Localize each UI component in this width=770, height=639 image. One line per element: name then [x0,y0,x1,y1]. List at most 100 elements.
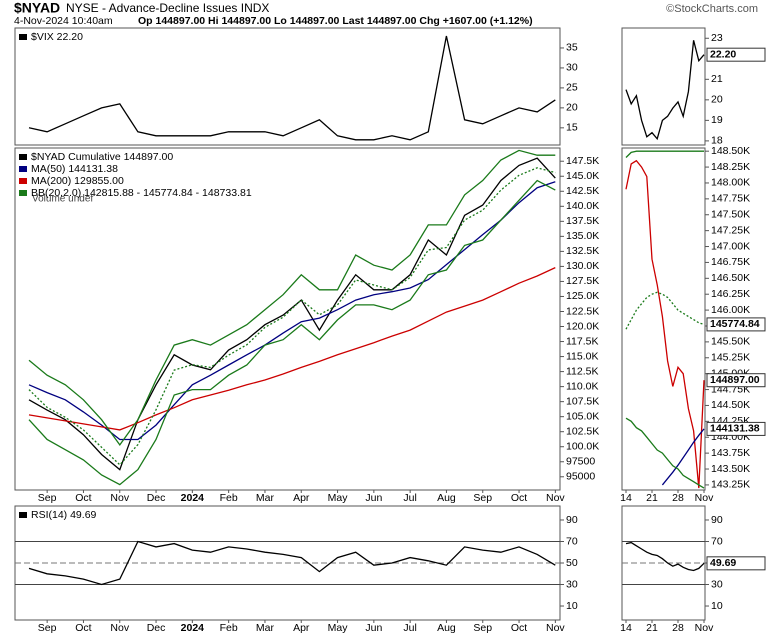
y-tick-label: 147.00K [711,240,750,252]
y-tick-label: 97500 [566,456,595,468]
y-tick-label: 30 [566,578,578,590]
x-tick-label: Apr [293,622,310,634]
x-tick-label: Oct [511,492,527,504]
y-tick-label: 115.0K [566,350,599,362]
y-tick-label: 70 [566,535,578,547]
y-tick-label: 143.25K [711,479,750,491]
legend-swatch [19,34,27,40]
x-tick-label: 28 [672,492,684,504]
x-tick-label: 21 [646,492,658,504]
legend-label: MA(200) 129855.00 [31,175,124,187]
y-tick-label: 122.5K [566,305,599,317]
quote: Op 144897.00 Hi 144897.00 Lo 144897.00 L… [138,15,533,27]
y-tick-label: 144.50K [711,399,750,411]
y-tick-label: 10 [711,600,723,612]
series-line [28,149,556,447]
y-tick-label: 130.0K [566,260,599,272]
x-tick-label: Sep [473,622,492,634]
x-tick-label: May [328,622,349,634]
x-tick-label: Oct [75,622,91,634]
y-tick-label: 127.5K [566,275,599,287]
panel-frame [14,147,561,491]
legend-swatch [19,154,27,160]
y-tick-label: 145.0K [566,170,599,182]
panel-frame [14,27,561,146]
x-tick-label: Jun [365,492,382,504]
x-tick-label: Oct [75,492,91,504]
y-tick-label: 143.75K [711,447,750,459]
series-line [28,540,556,586]
y-tick-label: 20 [711,94,723,106]
x-tick-label: 28 [672,622,684,634]
legend-swatch [19,178,27,184]
series-line [625,159,705,489]
symbol: $NYAD [14,0,60,16]
legend-label: BB(20,2.0) 142815.88 - 145774.84 - 14873… [31,187,252,199]
y-tick-label: 23 [711,32,723,44]
series-line [625,40,705,141]
x-tick-label: Jul [403,622,416,634]
x-tick-label: Nov [695,492,714,504]
series-line [625,150,704,158]
y-tick-label: 95000 [566,471,595,483]
series-line [28,167,556,466]
y-tick-label: 117.5K [566,335,599,347]
x-tick-label: Nov [546,622,565,634]
value-box [706,421,766,436]
legend-label: $NYAD Cumulative 144897.00 [31,151,173,163]
x-tick-label: 2024 [181,622,205,634]
y-tick-label: 30 [566,62,578,74]
legend-swatch [19,512,27,518]
series-line [28,181,556,441]
date: 4-Nov-2024 10:40am [14,15,113,27]
value-box-label: 144897.00 [710,374,760,386]
y-tick-label: 90 [711,514,723,526]
legend-label: RSI(14) 49.69 [31,509,97,521]
y-tick-label: 15 [566,122,578,134]
x-tick-label: 14 [620,622,632,634]
y-tick-label: 147.25K [711,224,750,236]
y-tick-label: 147.75K [711,193,750,205]
panel-frame [621,27,706,146]
y-tick-label: 125.0K [566,290,599,302]
series-line [625,417,705,489]
y-tick-label: 145.50K [711,336,750,348]
y-tick-label: 146.50K [711,272,750,284]
series-line [28,179,556,486]
series-line [28,157,556,471]
credit: ©StockCharts.com [666,3,758,15]
y-tick-label: 100.0K [566,441,599,453]
y-tick-label: 50 [566,557,578,569]
y-tick-label: 146.00K [711,304,750,316]
x-tick-label: Dec [147,622,166,634]
x-tick-label: Sep [38,622,57,634]
legend-label: $VIX 22.20 [31,31,83,43]
y-tick-label: 105.0K [566,410,599,422]
y-tick-label: 143.50K [711,463,750,475]
volume-legend: Volume undef [32,194,93,205]
series-line [625,291,705,330]
x-tick-label: 14 [620,492,632,504]
y-tick-label: 107.5K [566,395,599,407]
x-tick-label: Mar [256,492,275,504]
x-tick-label: Nov [546,492,565,504]
value-box [706,317,766,332]
x-tick-label: Dec [147,492,166,504]
x-tick-label: 2024 [181,492,205,504]
y-tick-label: 25 [566,82,578,94]
x-tick-label: Sep [473,492,492,504]
y-tick-label: 146.75K [711,256,750,268]
x-tick-label: Jun [365,622,382,634]
value-box-label: 22.20 [710,48,736,60]
y-tick-label: 146.25K [711,288,750,300]
legend-swatch [19,166,27,172]
x-tick-label: Feb [220,622,238,634]
y-tick-label: 132.5K [566,245,599,257]
y-tick-label: 140.0K [566,200,599,212]
x-tick-label: Aug [437,622,456,634]
x-tick-label: Nov [110,492,129,504]
series-line [28,35,556,141]
y-tick-label: 112.5K [566,365,599,377]
x-tick-label: Aug [437,492,456,504]
x-tick-label: Nov [110,622,129,634]
